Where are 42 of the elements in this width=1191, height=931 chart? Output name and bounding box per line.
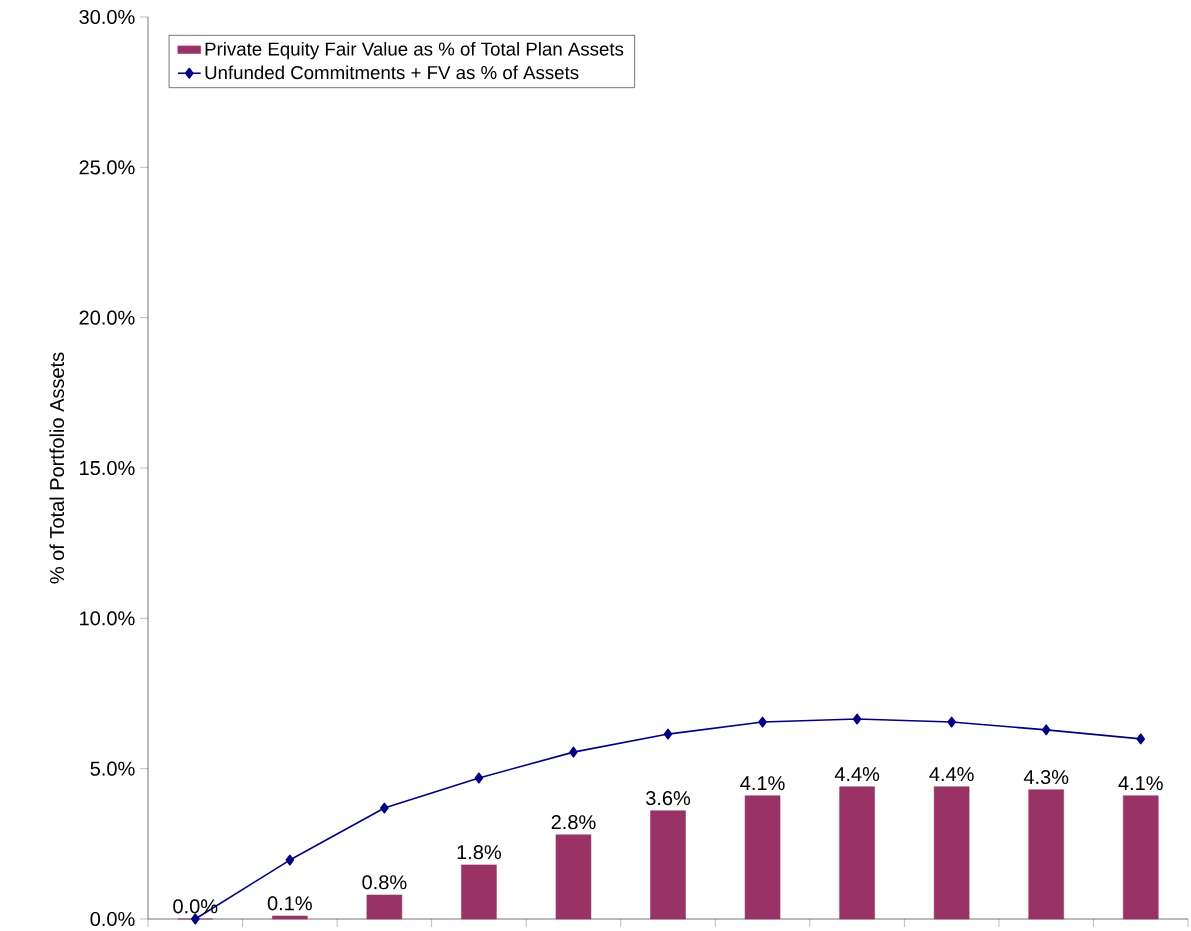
bar: [1028, 789, 1064, 920]
legend-label: Private Equity Fair Value as % of Total Plan Assets: [205, 41, 624, 60]
point: [285, 854, 295, 866]
point: [569, 746, 578, 758]
data-label: 4.1%: [740, 776, 785, 791]
y-tick-label: 30.0%: [79, 9, 135, 25]
y-axis-title: % of Total Portfolio Assets: [49, 352, 65, 584]
bar: [461, 864, 497, 920]
data-label: 0.0%: [173, 899, 218, 914]
point: [1136, 733, 1146, 745]
data-label: 2.8%: [551, 815, 596, 830]
bar: [1122, 795, 1159, 920]
bar: [272, 915, 308, 920]
bar: [366, 894, 403, 920]
legend-label: Unfunded Commitments + FV as % of Assets: [205, 65, 579, 80]
bar: [744, 795, 781, 920]
point: [947, 716, 956, 728]
bar: [555, 834, 592, 920]
y-tick-label: 25.0%: [79, 160, 135, 175]
y-tick-label: 5.0%: [90, 761, 135, 776]
y-tick-label: 10.0%: [80, 611, 135, 626]
data-label: 0.8%: [362, 875, 407, 890]
y-tick-label: 0.0%: [90, 911, 135, 927]
data-label: 3.6%: [645, 790, 691, 806]
data-label: 4.4%: [929, 767, 974, 782]
point: [1041, 724, 1051, 736]
point: [474, 772, 484, 784]
data-label: 0.1%: [267, 896, 312, 911]
bar: [933, 786, 970, 920]
bar: [650, 810, 686, 920]
point: [190, 913, 200, 925]
data-label: 4.4%: [834, 767, 880, 782]
data-label: 4.1%: [1118, 776, 1163, 791]
bar: [839, 786, 875, 920]
point: [758, 716, 767, 728]
data-label: 4.3%: [1023, 769, 1069, 785]
point: [663, 728, 673, 740]
point: [380, 802, 389, 814]
data-label: 1.8%: [457, 845, 501, 860]
point: [852, 713, 862, 725]
y-tick-label: 15.0%: [80, 460, 135, 476]
y-tick-label: 20.0%: [79, 310, 135, 325]
